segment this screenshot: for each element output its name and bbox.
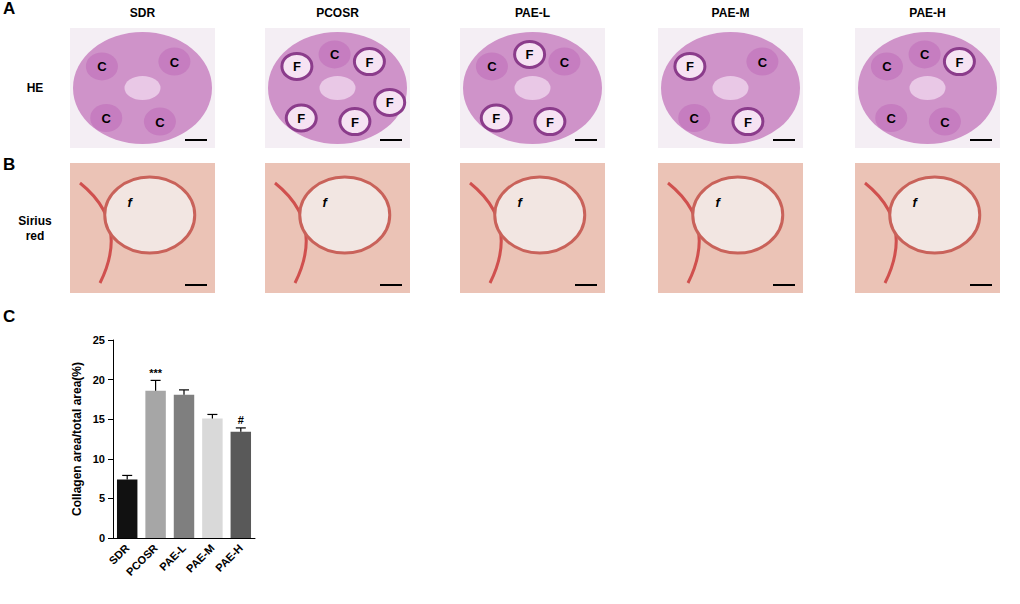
svg-text:C: C [3,307,15,326]
svg-text:B: B [3,155,15,174]
svg-text:f: f [716,195,722,210]
svg-text:HE: HE [27,81,44,95]
svg-text:0: 0 [99,532,105,544]
svg-text:C: C [102,111,112,126]
svg-text:PCOSR: PCOSR [124,542,160,578]
svg-text:PAE-L: PAE-L [515,6,550,20]
svg-text:F: F [686,59,694,74]
svg-text:***: *** [149,367,163,379]
svg-text:PAE-M: PAE-M [712,6,750,20]
svg-text:C: C [330,47,340,62]
svg-text:Sirius: Sirius [18,214,52,228]
svg-text:F: F [546,115,554,130]
svg-text:C: C [940,115,950,130]
svg-text:SDR: SDR [130,6,156,20]
svg-text:C: C [97,59,107,74]
svg-text:f: f [323,195,329,210]
svg-text:F: F [351,115,359,130]
svg-text:F: F [744,115,752,130]
svg-text:5: 5 [99,492,105,504]
svg-text:F: F [293,59,301,74]
svg-text:red: red [26,229,45,243]
svg-text:F: F [365,55,373,70]
svg-text:15: 15 [93,413,105,425]
svg-text:A: A [3,0,15,18]
svg-text:SDR: SDR [107,542,132,567]
svg-text:C: C [758,55,768,70]
svg-text:C: C [170,55,180,70]
svg-text:F: F [386,95,394,110]
svg-text:PAE-M: PAE-M [184,542,217,575]
svg-text:C: C [920,47,930,62]
svg-text:C: C [887,111,897,126]
svg-text:f: f [128,195,134,210]
svg-text:Collagen area/total area(%): Collagen area/total area(%) [70,362,84,516]
svg-text:C: C [690,111,700,126]
svg-text:C: C [560,55,570,70]
svg-text:f: f [913,195,919,210]
svg-text:C: C [882,59,892,74]
svg-text:#: # [238,414,244,426]
svg-text:PCOSR: PCOSR [316,6,359,20]
svg-text:25: 25 [93,334,105,346]
svg-text:F: F [492,111,500,126]
svg-text:10: 10 [93,453,105,465]
svg-text:PAE-L: PAE-L [157,542,188,573]
svg-text:20: 20 [93,374,105,386]
svg-text:PAE-H: PAE-H [213,542,245,574]
svg-text:F: F [297,111,305,126]
svg-text:F: F [526,47,534,62]
svg-text:f: f [518,195,524,210]
svg-text:C: C [155,115,165,130]
svg-text:F: F [955,55,963,70]
svg-text:PAE-H: PAE-H [909,6,945,20]
svg-text:C: C [487,59,497,74]
